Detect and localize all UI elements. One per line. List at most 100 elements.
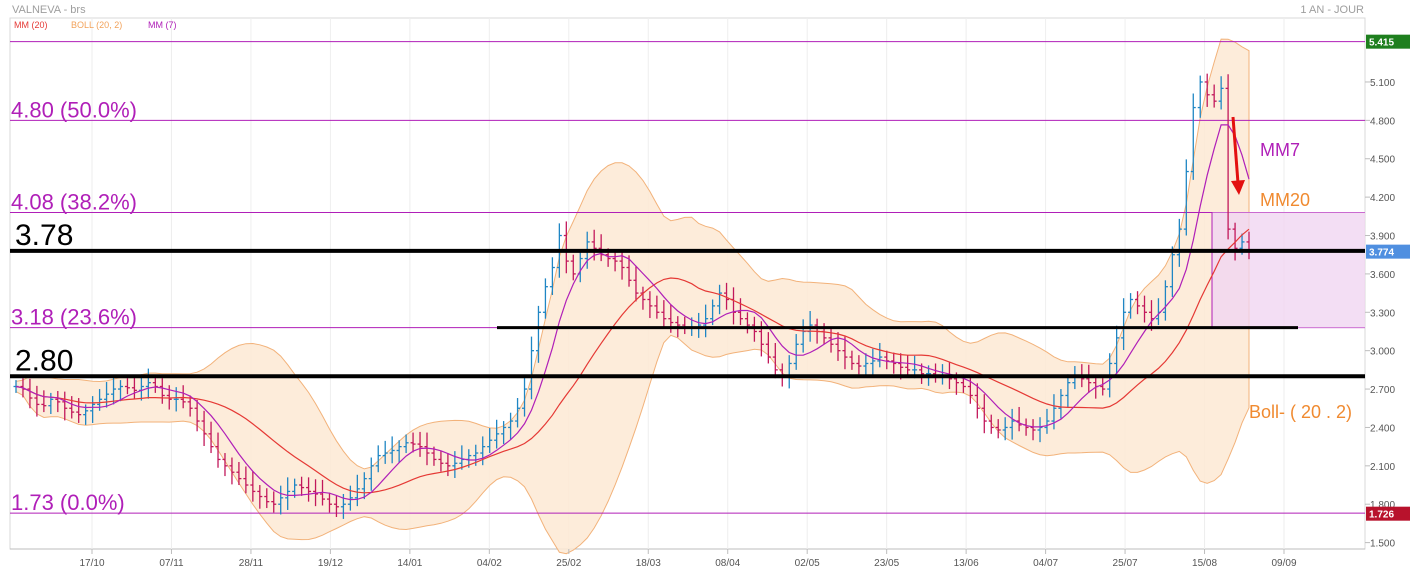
candle <box>285 477 291 510</box>
candle <box>375 445 381 473</box>
candle <box>988 414 994 434</box>
candle <box>891 352 897 374</box>
pink-zone <box>1212 212 1365 328</box>
annotation-mm20: MM20 <box>1260 190 1310 210</box>
x-axis: 17/10 07/11 28/11 19/12 14/01 04/02 25/02 18/03… <box>79 549 1297 569</box>
highlight-zone <box>1211 212 1365 328</box>
candle <box>1065 374 1071 408</box>
candle <box>1128 293 1134 319</box>
candle <box>124 378 130 395</box>
candle <box>69 396 75 419</box>
x-tick-label: 17/10 <box>79 558 104 569</box>
candle <box>515 398 521 428</box>
mm7-line <box>15 124 1250 501</box>
candle <box>870 348 876 376</box>
y-tick-label: 2.400 <box>1370 423 1395 434</box>
candle <box>194 399 200 432</box>
legend-mm7: MM (7) <box>148 20 177 30</box>
annotation-mm7: MM7 <box>1260 140 1300 160</box>
candle <box>208 421 214 454</box>
candle <box>215 432 221 468</box>
candle <box>793 334 799 370</box>
candle <box>389 436 395 464</box>
candle <box>90 396 96 423</box>
candle <box>452 451 458 478</box>
candle <box>1009 408 1015 440</box>
candle <box>229 457 235 485</box>
candle <box>1121 298 1127 351</box>
y-tick-label: 2.100 <box>1370 462 1395 473</box>
candle <box>55 390 61 413</box>
fib-lines: 4.80 (50.0%) 4.08 (38.2%) 3.18 (23.6%) 1.73… <box>10 41 1365 515</box>
candle <box>117 380 123 402</box>
x-tick-label: 08/04 <box>715 558 740 569</box>
candle <box>292 478 298 498</box>
candle <box>264 488 270 509</box>
candle <box>842 336 848 370</box>
candle <box>717 284 723 315</box>
candle <box>1135 291 1141 315</box>
candle <box>703 304 709 338</box>
candle <box>187 395 193 417</box>
candle <box>1190 93 1196 180</box>
candle <box>1037 417 1043 443</box>
candle <box>494 419 500 449</box>
y-tick-label: 3.300 <box>1370 308 1395 319</box>
candle <box>382 440 388 464</box>
x-tick-label: 25/02 <box>556 558 581 569</box>
candle <box>1183 159 1189 236</box>
candle <box>1030 419 1036 441</box>
candle <box>431 446 437 466</box>
x-tick-label: 23/05 <box>874 558 899 569</box>
candle <box>333 495 339 518</box>
candle <box>487 428 493 454</box>
candle <box>278 485 284 515</box>
bollinger-fill <box>15 38 1250 555</box>
candle <box>626 255 632 287</box>
candle <box>1100 378 1106 396</box>
bollinger-band <box>15 38 1250 555</box>
candle <box>905 355 911 377</box>
support-lines: 3.78 2.80 <box>10 219 1365 379</box>
candle <box>919 363 925 384</box>
candle <box>445 453 451 477</box>
candle <box>501 421 507 445</box>
candle <box>243 466 249 494</box>
y-tick-label: 3.600 <box>1370 270 1395 281</box>
low-price-tag: 1.726 <box>1369 510 1394 521</box>
candle <box>765 332 771 364</box>
candle <box>326 492 332 513</box>
x-tick-label: 13/06 <box>954 558 979 569</box>
candle <box>48 392 54 415</box>
candle <box>62 391 68 421</box>
candle <box>1211 84 1217 108</box>
x-tick-label: 04/07 <box>1033 558 1058 569</box>
candle <box>772 342 778 379</box>
fib-label: 3.18 (23.6%) <box>11 305 137 330</box>
x-tick-label: 02/05 <box>795 558 820 569</box>
fib-label: 4.80 (50.0%) <box>11 97 137 122</box>
x-tick-label: 19/12 <box>318 558 343 569</box>
y-tick-label: 5.100 <box>1370 78 1395 89</box>
candle <box>612 250 618 272</box>
candle <box>1162 280 1168 321</box>
candle <box>299 476 305 496</box>
y-tick-label: 2.700 <box>1370 385 1395 396</box>
support-label: 2.80 <box>15 344 73 377</box>
period-label[interactable]: 1 AN - JOUR <box>1300 4 1364 16</box>
candle <box>396 440 402 463</box>
fib-label: 4.08 (38.2%) <box>11 189 137 214</box>
candle <box>570 254 576 281</box>
candle <box>347 485 353 511</box>
high-price-tag: 5.415 <box>1369 38 1394 49</box>
candle <box>1176 218 1182 267</box>
y-tick-label: 1.500 <box>1370 539 1395 550</box>
x-tick-label: 04/02 <box>477 558 502 569</box>
candle <box>1058 389 1064 419</box>
candle <box>724 282 730 310</box>
candle <box>180 385 186 409</box>
candle <box>849 350 855 370</box>
candle <box>271 491 277 513</box>
